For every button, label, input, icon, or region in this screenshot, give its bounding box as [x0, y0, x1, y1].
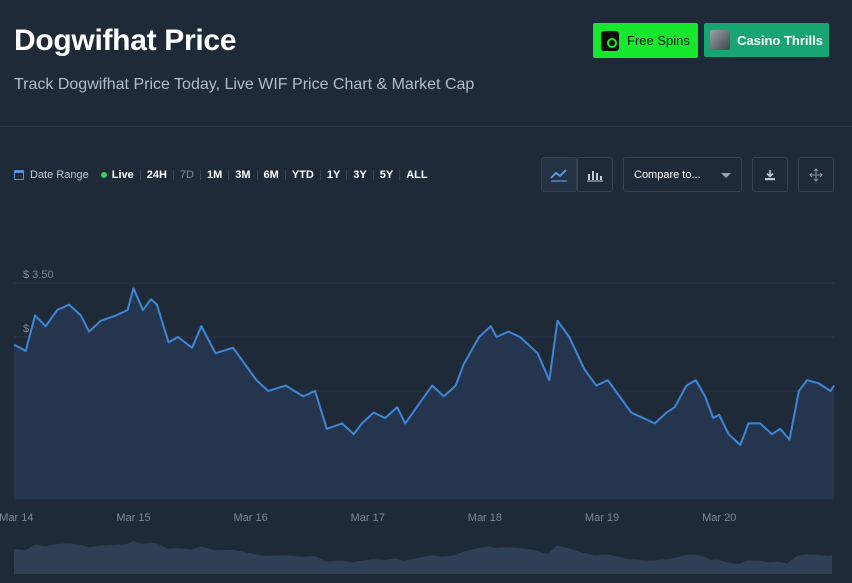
compare-select[interactable]: Compare to...: [623, 157, 742, 192]
range-1y[interactable]: 1Y: [326, 169, 341, 181]
range-5y[interactable]: 5Y: [379, 169, 394, 181]
x-tick-label: Mar 17: [351, 512, 385, 524]
page-title: Dogwifhat Price: [14, 24, 237, 57]
range-separator: [256, 170, 258, 180]
line-chart-icon: [550, 168, 567, 182]
line-chart-button[interactable]: [541, 157, 577, 192]
navigator-area: [14, 540, 832, 574]
ad-casino-thrills-button[interactable]: Casino Thrills: [704, 23, 829, 57]
x-tick-label: Mar 18: [468, 512, 502, 524]
range-ytd[interactable]: YTD: [291, 169, 314, 181]
range-separator: [139, 170, 141, 180]
casino-avatar-icon: [710, 30, 730, 50]
x-tick-label: Mar 20: [702, 512, 736, 524]
live-dot-icon: [100, 172, 107, 178]
page-subtitle: Track Dogwifhat Price Today, Live WIF Pr…: [14, 76, 475, 93]
compare-placeholder: Compare to...: [634, 168, 701, 181]
range-24h[interactable]: 24H: [146, 169, 167, 181]
range-separator: [319, 170, 321, 180]
ad-casino-thrills-label: Casino Thrills: [737, 32, 823, 48]
price-line: [13, 287, 835, 446]
fullscreen-button[interactable]: [798, 157, 834, 192]
price-area: [14, 288, 834, 499]
x-tick-label: Mar 19: [585, 512, 619, 524]
bc-logo-icon: [601, 30, 619, 51]
move-arrows-icon: [809, 167, 823, 182]
ad-free-spins-label: Free Spins: [627, 33, 690, 48]
range-separator: [199, 170, 201, 180]
range-all[interactable]: ALL: [406, 169, 428, 181]
date-range-label: Date Range: [30, 169, 89, 181]
ad-free-spins-button[interactable]: Free Spins: [593, 23, 698, 58]
x-tick-label: Mar 16: [234, 512, 268, 524]
header-divider: [0, 126, 852, 127]
range-live[interactable]: Live: [111, 169, 134, 181]
range-separator: [284, 170, 286, 180]
range-3y[interactable]: 3Y: [353, 169, 367, 181]
x-tick-label: Mar 15: [116, 512, 150, 524]
range-7d[interactable]: 7D: [179, 169, 194, 181]
y-tick-label: $ 3.50: [23, 269, 54, 281]
bar-chart-button[interactable]: [577, 157, 613, 192]
download-button[interactable]: [752, 157, 788, 192]
calendar-icon: [14, 170, 24, 180]
range-6m[interactable]: 6M: [263, 169, 279, 181]
range-separator: [346, 170, 348, 180]
chevron-down-icon: [721, 173, 731, 178]
range-separator: [172, 170, 174, 180]
range-separator: [372, 170, 374, 180]
range-separator: [399, 170, 401, 180]
download-icon: [765, 169, 775, 180]
range-1m[interactable]: 1M: [206, 169, 223, 181]
range-3m[interactable]: 3M: [235, 169, 251, 181]
x-tick-label: Mar 14: [0, 512, 33, 524]
date-range-toolbar: Date Range Live 24H 7D 1M 3M 6M YTD 1Y 3…: [14, 168, 428, 182]
bar-chart-icon: [587, 170, 603, 181]
range-navigator[interactable]: [14, 532, 832, 574]
range-separator: [228, 170, 230, 180]
